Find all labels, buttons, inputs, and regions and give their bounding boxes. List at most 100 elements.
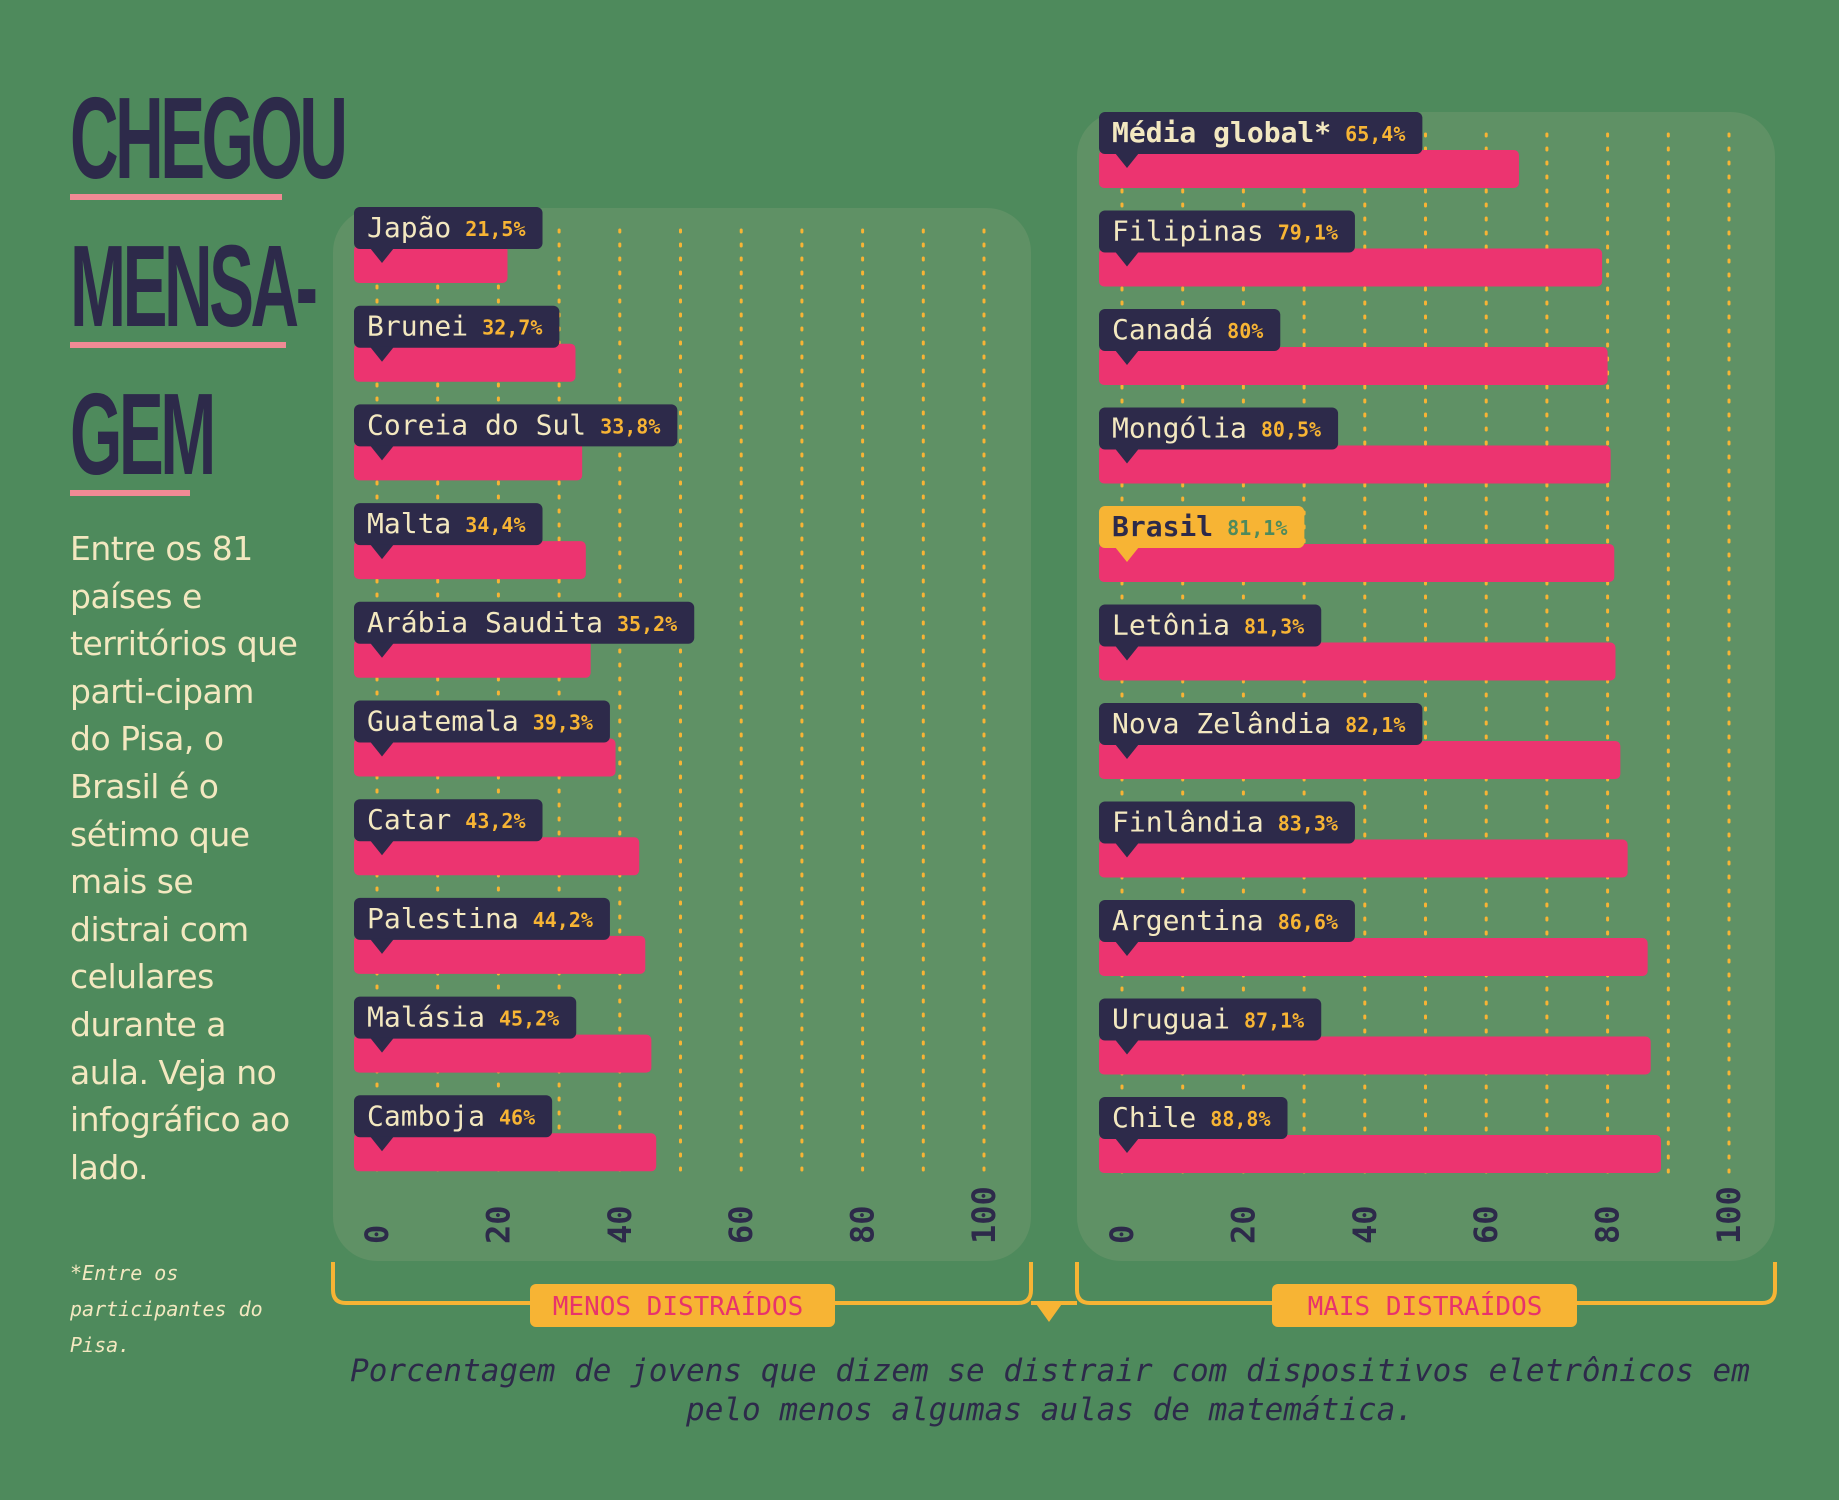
intro-text: Entre os 81 países e territórios que par… [70, 529, 298, 1187]
right-country-label: Letônia [1112, 609, 1230, 642]
left-label-box [354, 503, 543, 546]
right-bar [1099, 839, 1628, 878]
right-country-label: Média global* [1112, 116, 1331, 149]
left-country-label: Palestina [367, 902, 519, 935]
left-label-box [354, 799, 543, 842]
right-label-box [1099, 900, 1355, 942]
left-country-label: Arábia Saudita [367, 606, 603, 639]
left-value-label: 32,7% [482, 316, 542, 340]
right-bar [1099, 445, 1611, 484]
right-tick-label: 100 [1710, 1186, 1748, 1244]
left-label-pointer [370, 642, 394, 658]
left-label-box [354, 404, 678, 447]
left-tick-label: 20 [479, 1205, 517, 1244]
left-tick-label: 40 [601, 1205, 639, 1244]
right-label-pointer [1115, 1138, 1139, 1153]
left-country-label: Camboja [367, 1099, 485, 1132]
right-value-label: 81,1% [1227, 516, 1287, 540]
left-value-label: 21,5% [465, 217, 525, 241]
right-tick-label: 80 [1589, 1205, 1627, 1244]
left-tick-label: 100 [965, 1186, 1003, 1244]
right-tick-label: 0 [1103, 1225, 1141, 1244]
right-label-pointer [1115, 153, 1139, 168]
right-bar [1099, 1135, 1662, 1173]
left-bar [354, 639, 591, 678]
left-bar [354, 442, 583, 481]
left-value-label: 35,2% [617, 612, 677, 636]
right-country-label: Brasil [1112, 510, 1213, 543]
bracket-center-pointer [1034, 1301, 1064, 1322]
left-label-box [354, 700, 610, 743]
left-label-pointer [370, 1136, 394, 1152]
right-bar [1099, 642, 1616, 681]
left-value-label: 46% [499, 1105, 535, 1129]
right-tick-label: 20 [1224, 1205, 1262, 1244]
left-value-label: 39,3% [533, 711, 593, 735]
right-label-pointer [1115, 941, 1139, 956]
left-bar [354, 1034, 652, 1073]
left-bar [354, 1133, 657, 1172]
right-country-label: Argentina [1112, 904, 1264, 937]
right-bar [1099, 347, 1608, 385]
right-label-box [1099, 506, 1305, 548]
left-tick-label: 80 [844, 1205, 882, 1244]
left-bar [354, 245, 508, 283]
left-country-label: Japão [367, 211, 451, 244]
left-label-box [354, 996, 577, 1039]
right-label-box [1099, 998, 1322, 1041]
left-bar [354, 935, 646, 974]
right-group-label-box [1272, 1284, 1577, 1327]
right-value-label: 81,3% [1244, 615, 1304, 639]
left-country-label: Coreia do Sul [367, 408, 586, 441]
right-value-label: 80% [1227, 319, 1263, 343]
right-label-pointer [1115, 842, 1139, 858]
right-country-label: Filipinas [1112, 215, 1264, 248]
left-label-pointer [370, 741, 394, 757]
left-country-label: Malásia [367, 1001, 485, 1034]
left-country-label: Guatemala [367, 705, 519, 738]
left-label-pointer [370, 1037, 394, 1053]
right-bar [1099, 248, 1603, 287]
right-tick-label: 40 [1346, 1205, 1384, 1244]
right-bar [1099, 150, 1519, 188]
left-label-box [354, 601, 695, 644]
right-country-label: Uruguai [1112, 1003, 1230, 1036]
right-group-label: MAIS DISTRAÍDOS [1308, 1290, 1543, 1322]
left-label-box [354, 1095, 553, 1138]
left-value-label: 34,4% [465, 513, 525, 537]
right-value-label: 65,4% [1345, 122, 1405, 146]
right-value-label: 80,5% [1261, 418, 1321, 442]
right-label-pointer [1115, 645, 1139, 661]
right-country-label: Nova Zelândia [1112, 707, 1331, 740]
right-label-box [1099, 801, 1355, 844]
right-bar [1099, 544, 1615, 582]
left-value-label: 45,2% [499, 1007, 559, 1031]
left-tick-label: 0 [358, 1225, 396, 1244]
left-label-pointer [370, 938, 394, 954]
right-country-label: Canadá [1112, 313, 1213, 346]
left-value-label: 44,2% [533, 908, 593, 932]
left-group-label-box [530, 1284, 835, 1327]
right-tick-label: 60 [1467, 1205, 1505, 1244]
right-label-pointer [1115, 448, 1139, 464]
right-label-pointer [1115, 1039, 1139, 1055]
left-bar [354, 837, 640, 876]
left-label-pointer [370, 346, 394, 362]
left-group-label: MENOS DISTRAÍDOS [553, 1290, 803, 1322]
left-value-label: 33,8% [600, 414, 660, 438]
right-country-label: Finlândia [1112, 806, 1264, 839]
chart-caption: Porcentagem de jovens que dizem se distr… [350, 1353, 1750, 1428]
left-label-pointer [370, 544, 394, 560]
left-tick-label: 60 [722, 1205, 760, 1244]
title-underline [70, 194, 282, 200]
title-underline [70, 490, 190, 496]
left-label-box [354, 897, 610, 940]
right-label-box [1099, 210, 1355, 253]
right-label-box [1099, 407, 1339, 450]
right-label-pointer [1115, 744, 1139, 759]
left-country-label: Brunei [367, 310, 468, 343]
right-country-label: Mongólia [1112, 412, 1247, 445]
left-label-pointer [370, 840, 394, 856]
right-value-label: 79,1% [1278, 221, 1338, 245]
right-bar [1099, 938, 1648, 976]
